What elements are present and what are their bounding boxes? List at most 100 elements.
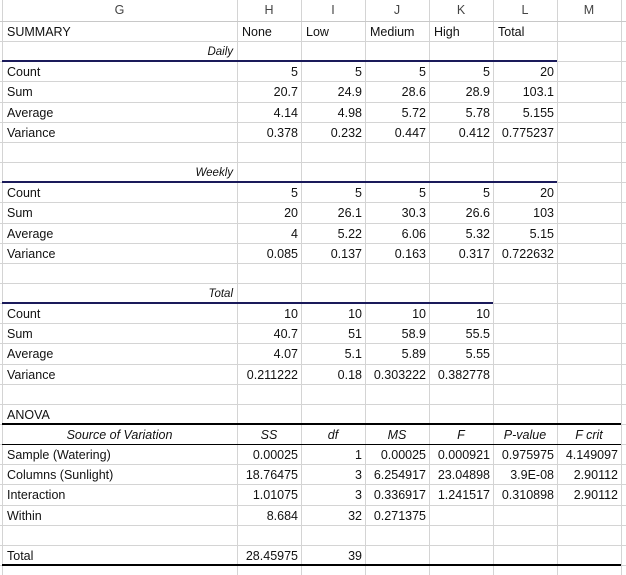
stat-label-average[interactable]: Average [7, 227, 54, 241]
stat-value[interactable]: 103.1 [522, 85, 554, 99]
stat-value[interactable]: 0.303222 [373, 368, 426, 382]
anova-total-value[interactable]: 28.45975 [245, 549, 298, 563]
section-label-daily[interactable]: Daily [207, 46, 233, 58]
stat-value[interactable]: 5 [483, 65, 490, 79]
stat-label-variance[interactable]: Variance [7, 126, 56, 140]
stat-value[interactable]: 20 [284, 206, 298, 220]
summary-header-medium[interactable]: Medium [370, 25, 415, 39]
stat-value[interactable]: 5 [419, 65, 426, 79]
stat-value[interactable]: 5.1 [344, 347, 362, 361]
stat-value[interactable]: 0.382778 [437, 368, 490, 382]
stat-label-average[interactable]: Average [7, 106, 54, 120]
stat-value[interactable]: 4.07 [273, 347, 298, 361]
anova-header[interactable]: df [327, 428, 339, 442]
summary-header-high[interactable]: High [434, 25, 460, 39]
stat-value[interactable]: 4 [291, 227, 298, 241]
anova-value[interactable] [493, 506, 557, 526]
anova-value[interactable]: 18.76475 [245, 468, 298, 482]
column-header-i[interactable]: I [331, 3, 335, 17]
anova-value[interactable]: 2.90112 [573, 488, 618, 502]
stat-value[interactable]: 0.18 [337, 368, 362, 382]
stat-value[interactable]: 0.317 [458, 247, 490, 261]
anova-value[interactable]: 0.00025 [252, 448, 298, 462]
anova-header[interactable]: Source of Variation [66, 428, 173, 442]
anova-value[interactable] [557, 506, 621, 526]
anova-value[interactable]: 32 [348, 509, 362, 523]
stat-value[interactable]: 0.447 [394, 126, 426, 140]
anova-value[interactable]: 0.00025 [380, 448, 426, 462]
anova-total-label[interactable]: Total [7, 549, 34, 563]
column-header-m[interactable]: M [583, 3, 595, 17]
anova-source-label[interactable]: Interaction [7, 488, 66, 502]
stat-value[interactable]: 5 [419, 186, 426, 200]
anova-value[interactable]: 0.000921 [437, 448, 490, 462]
stat-value[interactable]: 5 [483, 186, 490, 200]
stat-value[interactable]: 4.14 [273, 106, 298, 120]
stat-value[interactable]: 40.7 [273, 327, 298, 341]
anova-header[interactable]: SS [260, 428, 278, 442]
anova-total-value[interactable] [557, 546, 621, 566]
stat-value[interactable]: 10 [412, 307, 426, 321]
stat-value[interactable]: 5 [355, 186, 362, 200]
stat-value[interactable]: 20 [540, 186, 554, 200]
summary-header-total[interactable]: Total [498, 25, 525, 39]
stat-value[interactable]: 0.412 [458, 126, 490, 140]
stat-value[interactable]: 0.722632 [501, 247, 554, 261]
anova-header[interactable]: MS [387, 428, 407, 442]
anova-header[interactable]: F [457, 428, 465, 442]
anova-header[interactable]: P-value [503, 428, 547, 442]
anova-value[interactable]: 3 [355, 488, 362, 502]
stat-value[interactable]: 5.72 [401, 106, 426, 120]
stat-value[interactable]: 5.155 [522, 106, 554, 120]
stat-value[interactable]: 51 [348, 327, 362, 341]
stat-value[interactable]: 0.163 [394, 247, 426, 261]
summary-header-low[interactable]: Low [306, 25, 329, 39]
anova-value[interactable]: 3 [355, 468, 362, 482]
stat-value[interactable]: 24.9 [337, 85, 362, 99]
stat-value[interactable]: 0.137 [330, 247, 362, 261]
section-label-total[interactable]: Total [208, 288, 233, 300]
stat-label-sum[interactable]: Sum [7, 206, 33, 220]
stat-value[interactable]: 5.78 [465, 106, 490, 120]
anova-value[interactable]: 1.241517 [437, 488, 490, 502]
anova-header[interactable]: F crit [575, 428, 603, 442]
stat-value[interactable]: 0.378 [266, 126, 298, 140]
anova-source-label[interactable]: Within [7, 509, 42, 523]
stat-label-variance[interactable]: Variance [7, 368, 56, 382]
stat-value[interactable]: 5.15 [529, 227, 554, 241]
stat-value[interactable]: 20.7 [273, 85, 298, 99]
column-header-k[interactable]: K [456, 3, 466, 17]
column-header-h[interactable]: H [264, 3, 274, 17]
stat-value[interactable]: 26.6 [465, 206, 490, 220]
anova-total-value[interactable] [365, 546, 429, 566]
stat-value[interactable]: 26.1 [337, 206, 362, 220]
stat-value[interactable]: 28.6 [401, 85, 426, 99]
stat-value[interactable]: 0.085 [266, 247, 298, 261]
stat-value[interactable]: 0.775237 [501, 126, 554, 140]
stat-value[interactable]: 58.9 [401, 327, 426, 341]
stat-value[interactable]: 30.3 [401, 206, 426, 220]
summary-header-none[interactable]: None [242, 25, 272, 39]
stat-value[interactable]: 55.5 [465, 327, 490, 341]
stat-value[interactable]: 0.211222 [246, 368, 298, 382]
anova-source-label[interactable]: Columns (Sunlight) [7, 468, 114, 482]
stat-value[interactable]: 5.55 [465, 347, 490, 361]
anova-value[interactable]: 4.149097 [565, 448, 618, 462]
column-header-g[interactable]: G [114, 3, 125, 17]
anova-value[interactable]: 1.01075 [252, 488, 298, 502]
stat-value[interactable]: 10 [348, 307, 362, 321]
stat-value[interactable]: 5.89 [401, 347, 426, 361]
anova-value[interactable]: 0.336917 [373, 488, 426, 502]
stat-value[interactable]: 6.06 [401, 227, 426, 241]
stat-value[interactable]: 5.32 [465, 227, 490, 241]
anova-value[interactable]: 0.310898 [501, 488, 554, 502]
section-label-weekly[interactable]: Weekly [195, 167, 234, 179]
stat-value[interactable]: 28.9 [465, 85, 490, 99]
stat-value[interactable]: 5 [291, 186, 298, 200]
anova-value[interactable] [429, 506, 493, 526]
stat-label-average[interactable]: Average [7, 347, 54, 361]
stat-label-variance[interactable]: Variance [7, 247, 56, 261]
stat-value[interactable]: 103 [533, 206, 554, 220]
column-header-j[interactable]: J [393, 3, 401, 17]
